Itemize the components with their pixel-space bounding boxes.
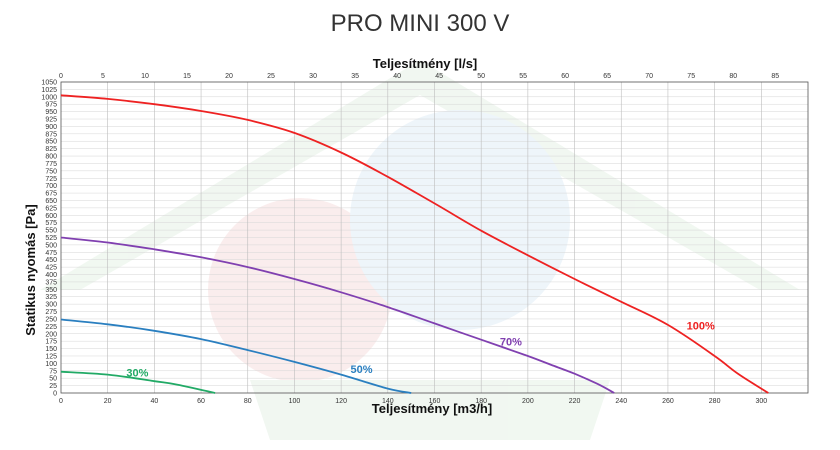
series-label: 50% <box>350 364 372 376</box>
x-tick-label: 300 <box>755 398 767 405</box>
x2-tick-label: 35 <box>351 73 359 80</box>
y-tick-label: 225 <box>45 324 57 331</box>
y-tick-label: 650 <box>45 198 57 205</box>
y-tick-label: 875 <box>45 131 57 138</box>
series-line-70pct <box>60 236 615 394</box>
y-tick-label: 600 <box>45 213 57 220</box>
x2-tick-label: 15 <box>183 73 191 80</box>
x2-tick-label: 60 <box>561 73 569 80</box>
y-tick-label: 725 <box>45 176 57 183</box>
x-tick-label: 80 <box>244 398 252 405</box>
y-tick-label: 750 <box>45 168 57 175</box>
x2-tick-label: 50 <box>477 73 485 80</box>
y-tick-label: 575 <box>45 220 57 227</box>
y-tick-label: 625 <box>45 205 57 212</box>
y-tick-label: 1000 <box>41 94 57 101</box>
x-axis-label: Teljesítmény [m3/h] <box>372 401 492 416</box>
y-tick-label: 550 <box>45 228 57 235</box>
x2-tick-label: 10 <box>141 73 149 80</box>
x-tick-label: 140 <box>382 398 394 405</box>
x2-tick-label: 5 <box>101 73 105 80</box>
y-tick-label: 175 <box>45 339 57 346</box>
series-label: 70% <box>500 337 522 349</box>
y-tick-label: 825 <box>45 146 57 153</box>
tick-labels: 0255075100125150175200225250275300325350… <box>41 73 779 405</box>
x2-tick-label: 20 <box>225 73 233 80</box>
y-tick-label: 100 <box>45 361 57 368</box>
watermark-base <box>250 380 610 440</box>
x2-tick-label: 80 <box>729 73 737 80</box>
y-tick-label: 425 <box>45 265 57 272</box>
grid <box>61 81 808 394</box>
y-tick-label: 375 <box>45 279 57 286</box>
y-tick-label: 300 <box>45 302 57 309</box>
y-tick-label: 1025 <box>41 87 57 94</box>
x-tick-label: 100 <box>289 398 301 405</box>
x-tick-label: 20 <box>104 398 112 405</box>
y-tick-label: 325 <box>45 294 57 301</box>
y-tick-label: 150 <box>45 346 57 353</box>
y-tick-label: 525 <box>45 235 57 242</box>
x2-tick-label: 30 <box>309 73 317 80</box>
series-line-30pct <box>60 370 216 394</box>
x2-tick-label: 75 <box>687 73 695 80</box>
y-tick-label: 125 <box>45 353 57 360</box>
y-tick-label: 925 <box>45 117 57 124</box>
watermark-red-circle <box>208 198 392 382</box>
x2-tick-label: 40 <box>393 73 401 80</box>
y-tick-label: 500 <box>45 242 57 249</box>
y-tick-label: 775 <box>45 161 57 168</box>
y-tick-label: 900 <box>45 124 57 131</box>
x-tick-label: 180 <box>475 398 487 405</box>
y-tick-label: 350 <box>45 287 57 294</box>
x2-tick-label: 65 <box>603 73 611 80</box>
x-tick-label: 220 <box>569 398 581 405</box>
y-tick-label: 850 <box>45 139 57 146</box>
x-tick-label: 240 <box>615 398 627 405</box>
x2-tick-label: 0 <box>59 73 63 80</box>
y-tick-label: 1050 <box>41 80 57 87</box>
series-label: 100% <box>687 320 715 332</box>
series-line-100pct <box>60 94 769 394</box>
x-tick-label: 120 <box>335 398 347 405</box>
x-tick-label: 280 <box>709 398 721 405</box>
y-tick-label: 475 <box>45 250 57 257</box>
x2-tick-label: 85 <box>771 73 779 80</box>
x2-tick-label: 25 <box>267 73 275 80</box>
x2-tick-label: 55 <box>519 73 527 80</box>
x-tick-label: 40 <box>150 398 158 405</box>
y-tick-label: 675 <box>45 191 57 198</box>
watermark-blue-circle <box>350 110 570 330</box>
y-tick-label: 25 <box>49 383 57 390</box>
y-tick-label: 450 <box>45 257 57 264</box>
y-tick-label: 950 <box>45 109 57 116</box>
y-tick-label: 75 <box>49 368 57 375</box>
y-tick-label: 200 <box>45 331 57 338</box>
y-tick-label: 250 <box>45 316 57 323</box>
y-tick-label: 0 <box>53 391 57 398</box>
x2-tick-label: 45 <box>435 73 443 80</box>
y-tick-label: 400 <box>45 272 57 279</box>
y-tick-label: 275 <box>45 309 57 316</box>
chart-title: PRO MINI 300 V <box>330 10 510 37</box>
y-tick-label: 700 <box>45 183 57 190</box>
y-axis-label: Statikus nyomás [Pa] <box>23 204 38 336</box>
y-tick-label: 975 <box>45 102 57 109</box>
series-label: 30% <box>126 368 148 380</box>
y-tick-label: 800 <box>45 154 57 161</box>
x2-tick-label: 70 <box>645 73 653 80</box>
y-tick-label: 50 <box>49 376 57 383</box>
x2-axis-label: Teljesítmény [l/s] <box>373 56 478 71</box>
series-lines: 100% 70% 50% 30% <box>60 94 769 394</box>
x-tick-label: 0 <box>59 398 63 405</box>
series-line-50pct <box>60 318 412 394</box>
x-tick-label: 160 <box>429 398 441 405</box>
x-tick-label: 200 <box>522 398 534 405</box>
x-tick-label: 260 <box>662 398 674 405</box>
x-tick-label: 60 <box>197 398 205 405</box>
